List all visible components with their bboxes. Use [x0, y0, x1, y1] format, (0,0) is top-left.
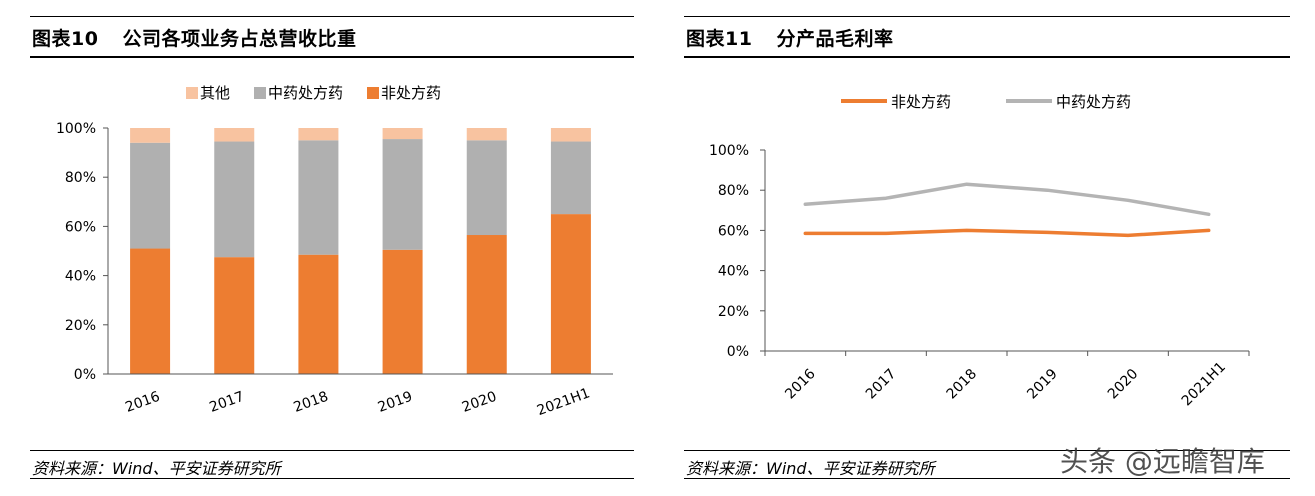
y-tick-label: 40% [718, 264, 749, 280]
y-tick-label: 60% [718, 223, 749, 239]
figure-number: 图表11 [686, 28, 753, 50]
x-tick-label: 2019 [376, 389, 415, 416]
stacked-bar-chart: 0% 20% 40% 60% 80% 100% 2016 2017 2018 2019 2020 20… [56, 84, 613, 419]
bar-segment [214, 128, 255, 142]
bar-segment [298, 140, 339, 255]
y-tick-label: 100% [709, 143, 749, 159]
right-figure-panel: 图表11 分产品毛利率 0% 20% 40% 60% 80% 100% 2016 2017 201… [684, 0, 1290, 496]
x-tick-label: 2021H1 [535, 385, 592, 419]
source-rule-bottom [684, 478, 1290, 479]
figure-title: 图表10 公司各项业务占总营收比重 [32, 24, 356, 51]
legend-swatch [186, 87, 198, 99]
top-rule [684, 16, 1290, 17]
top-rule [30, 16, 634, 17]
y-tick-label: 20% [718, 304, 749, 320]
x-tick-label: 2018 [292, 389, 331, 416]
y-tick-label: 0% [727, 344, 749, 360]
x-tick-label: 2020 [1105, 366, 1142, 403]
watermark: 头条 @远瞻智库 [1060, 445, 1265, 478]
x-tick-label: 2017 [207, 389, 246, 416]
bar-segment [382, 139, 423, 250]
left-figure-panel: 图表10 公司各项业务占总营收比重 0% 20% 40% 60% 80% 100% 2016 2… [30, 0, 634, 496]
legend-label: 中药处方药 [268, 84, 343, 102]
bar-segment [298, 254, 339, 374]
bar-segment [382, 128, 423, 140]
bar-segment [130, 142, 171, 249]
legend-label: 其他 [200, 84, 230, 102]
y-tick-label: 80% [718, 183, 749, 199]
bar-segment [550, 128, 591, 142]
source-rule-top [30, 450, 634, 451]
y-tick-label: 20% [65, 318, 96, 334]
figure-title-text: 公司各项业务占总营收比重 [122, 28, 357, 50]
x-tick-label: 2016 [782, 366, 819, 403]
y-tick-label: 40% [65, 269, 96, 285]
x-tick-label: 2020 [460, 389, 499, 416]
x-tick-label: 2021H1 [1179, 359, 1229, 409]
title-rule [684, 56, 1290, 58]
bar-segment [466, 140, 507, 236]
bar-segment [214, 257, 255, 374]
legend-swatch [254, 87, 266, 99]
title-rule [30, 56, 634, 58]
bar-segment [130, 248, 171, 374]
bar-segment [298, 128, 339, 141]
source-note: 资料来源：Wind、平安证券研究所 [686, 459, 935, 478]
series-line [803, 182, 1211, 217]
bar-segment [466, 128, 507, 141]
bar-segment [550, 141, 591, 215]
bar-segment [382, 249, 423, 374]
y-tick-label: 100% [56, 121, 96, 137]
bar-segment [214, 141, 255, 258]
y-tick-label: 0% [74, 367, 96, 383]
x-tick-label: 2019 [1024, 366, 1061, 403]
line-chart: 0% 20% 40% 60% 80% 100% 2016 2017 2018 2019 2020 20… [709, 93, 1250, 409]
source-rule-top [684, 450, 1290, 451]
series-line [803, 228, 1211, 238]
x-tick-label: 2016 [123, 389, 162, 416]
legend-label: 中药处方药 [1056, 93, 1131, 111]
figure-title: 图表11 分产品毛利率 [686, 24, 893, 51]
legend-swatch [367, 87, 379, 99]
source-rule-bottom [30, 478, 634, 479]
legend-label: 非处方药 [891, 93, 951, 111]
figure-number: 图表10 [32, 28, 99, 50]
y-tick-label: 80% [65, 170, 96, 186]
y-tick-label: 60% [65, 219, 96, 235]
x-tick-label: 2018 [944, 366, 981, 403]
x-tick-label: 2017 [863, 366, 900, 403]
legend-label: 非处方药 [381, 84, 441, 102]
bar-segment [130, 128, 171, 143]
bar-segment [550, 214, 591, 374]
bar-segment [466, 235, 507, 374]
figure-title-text: 分产品毛利率 [776, 28, 894, 50]
source-note: 资料来源：Wind、平安证券研究所 [32, 459, 281, 478]
